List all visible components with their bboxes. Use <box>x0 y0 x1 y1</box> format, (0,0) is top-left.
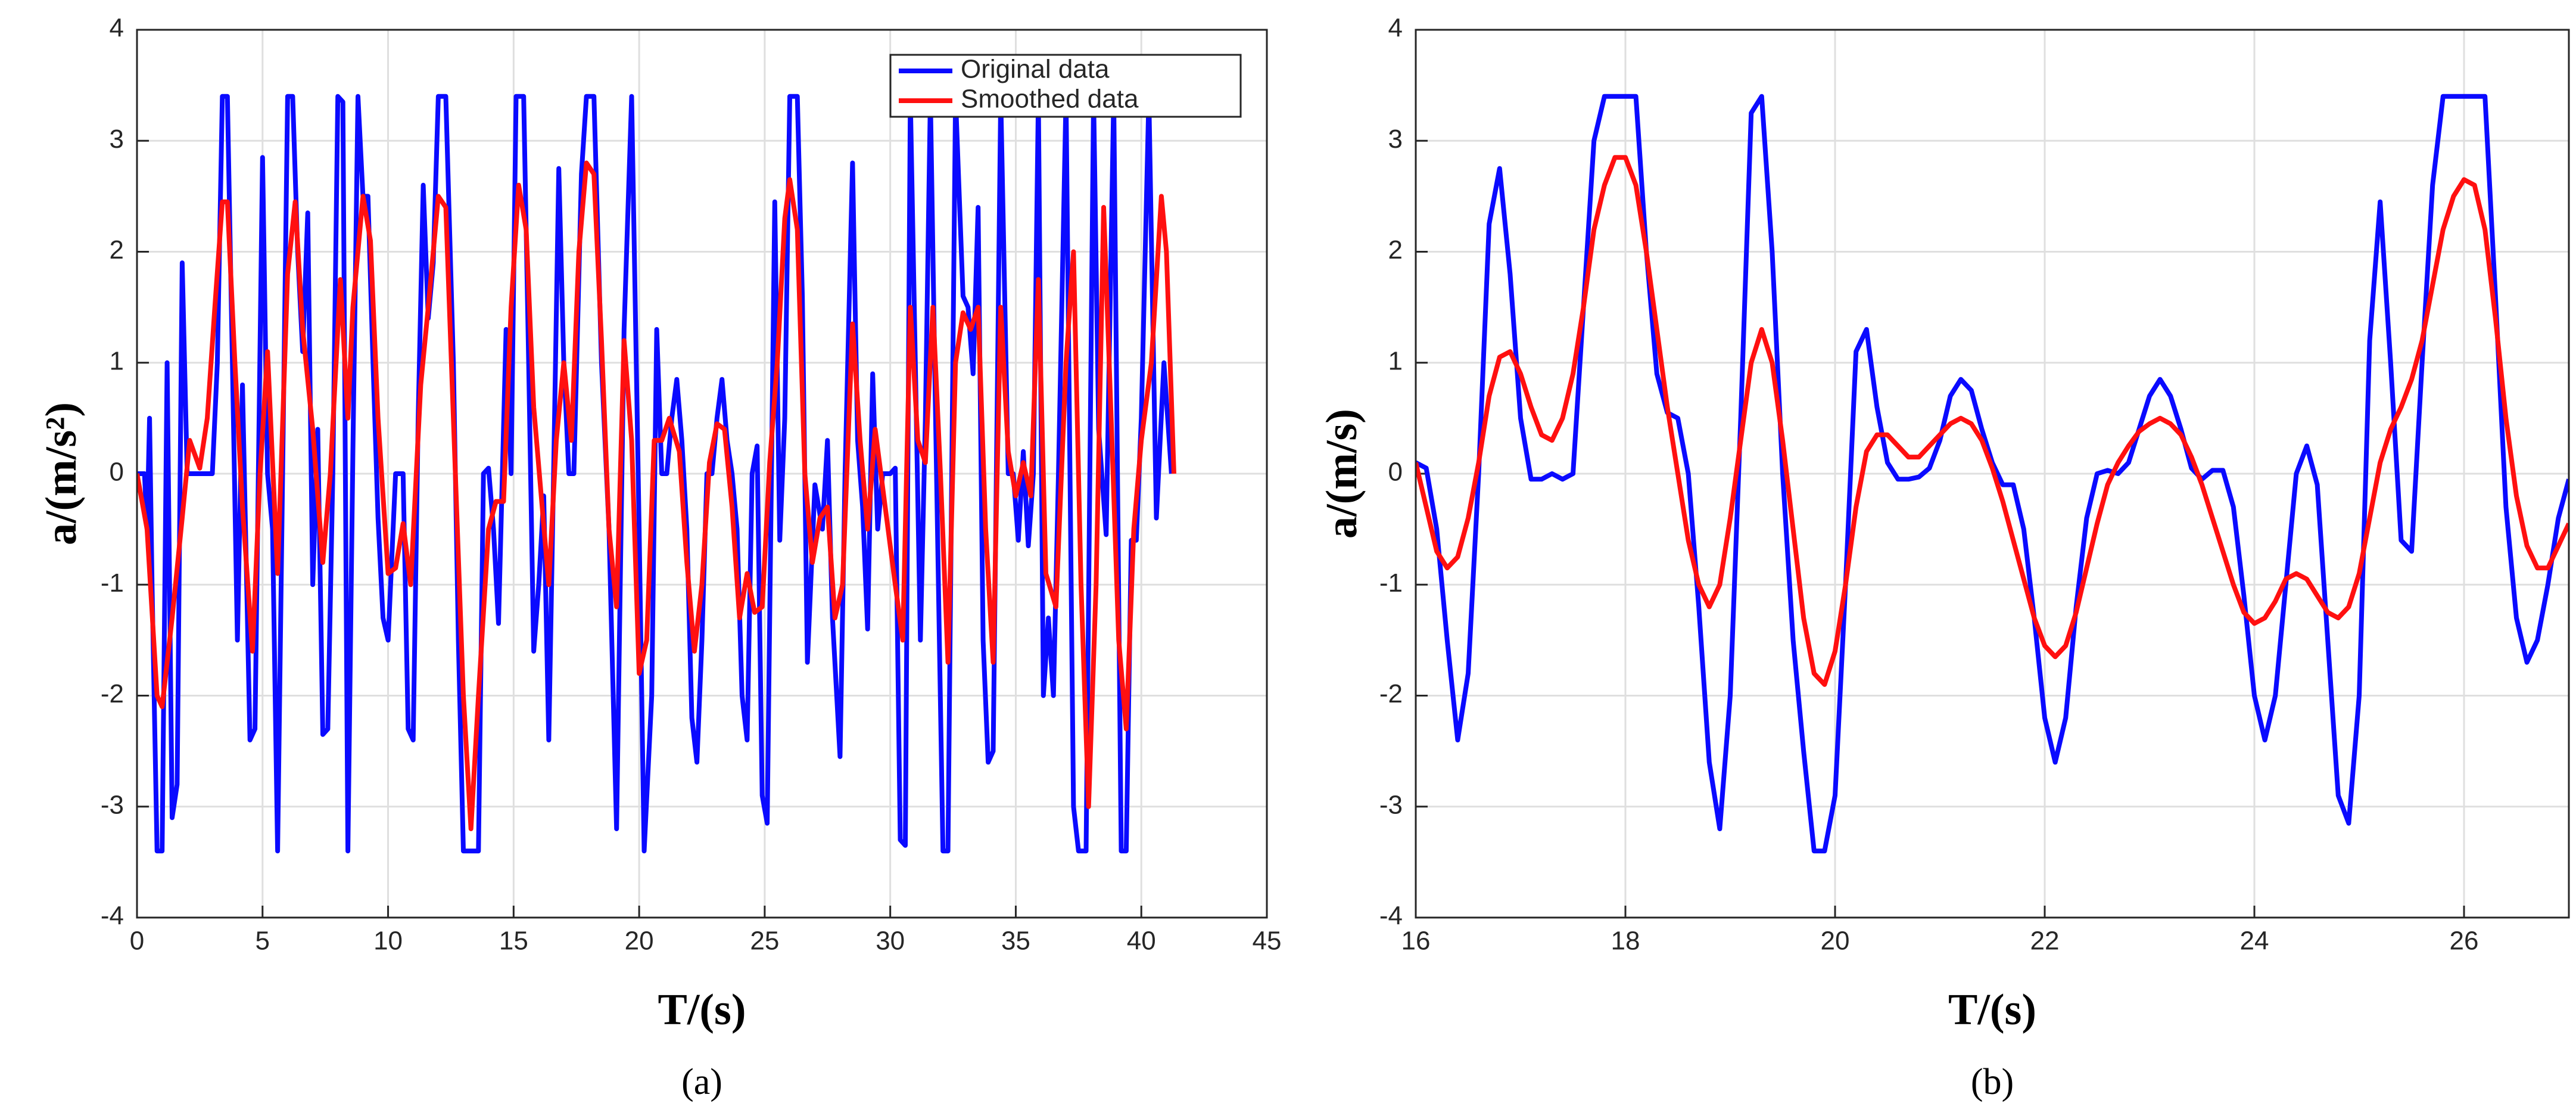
y-tick-label: 2 <box>1388 235 1403 265</box>
y-tick-label: -3 <box>101 790 124 819</box>
x-tick-label: 16 <box>1401 927 1431 956</box>
x-axis-label: T/(s) <box>658 985 746 1034</box>
x-tick-label: 20 <box>625 927 654 956</box>
y-tick-label: 4 <box>1388 14 1403 43</box>
x-tick-label: 25 <box>750 927 779 956</box>
y-tick-label: -2 <box>101 679 124 708</box>
y-tick-label: 2 <box>110 235 124 265</box>
y-axis-label: a/(m/s) <box>1317 409 1366 539</box>
x-axis-label: T/(s) <box>1948 985 2036 1034</box>
x-tick-label: 22 <box>2030 927 2060 956</box>
x-tick-label: 10 <box>373 927 403 956</box>
data-line <box>137 160 1176 831</box>
x-tick-label: 5 <box>256 927 270 956</box>
x-tick-label: 45 <box>1253 927 1282 956</box>
x-tick-label: 15 <box>499 927 528 956</box>
y-tick-label: -4 <box>1379 901 1403 931</box>
y-tick-label: -1 <box>1379 568 1403 598</box>
legend-label: Original data <box>961 55 1110 84</box>
y-tick-label: 1 <box>110 346 124 375</box>
x-tick-label: 24 <box>2240 927 2269 956</box>
y-axis-label: a/(m/s²) <box>37 402 86 545</box>
y-tick-label: -1 <box>101 568 124 598</box>
x-tick-label: 20 <box>1821 927 1850 956</box>
y-tick-label: 0 <box>1388 458 1403 487</box>
caption: (b) <box>1971 1062 2014 1102</box>
y-tick-label: -2 <box>1379 679 1403 708</box>
plot-frame <box>136 29 1268 919</box>
y-tick-label: 0 <box>110 458 124 487</box>
y-tick-label: 3 <box>1388 125 1403 154</box>
plot-frame <box>1415 29 2570 919</box>
x-tick-label: 30 <box>876 927 905 956</box>
legend-label: Smoothed data <box>961 85 1139 114</box>
y-tick-label: -3 <box>1379 790 1403 819</box>
data-line <box>1416 155 2569 687</box>
x-tick-label: 18 <box>1611 927 1640 956</box>
y-tick-label: 4 <box>110 14 124 43</box>
caption: (a) <box>681 1062 722 1102</box>
x-tick-label: 40 <box>1127 927 1156 956</box>
y-tick-label: 1 <box>1388 346 1403 375</box>
legend-box <box>889 54 1242 118</box>
y-tick-label: 3 <box>110 125 124 154</box>
y-tick-label: -4 <box>101 901 124 931</box>
x-tick-label: 35 <box>1001 927 1030 956</box>
x-tick-label: 26 <box>2450 927 2479 956</box>
x-tick-label: 0 <box>130 927 144 956</box>
